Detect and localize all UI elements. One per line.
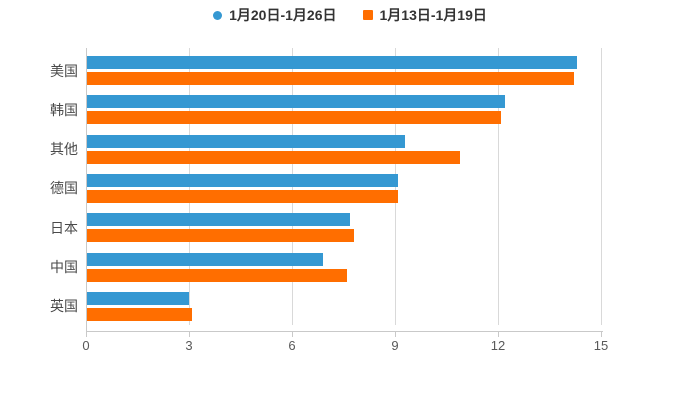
x-tick-mark (86, 331, 87, 337)
y-category-label-3: 其他 (50, 141, 78, 158)
y-category-label-5: 日本 (50, 219, 78, 236)
bar-series2-德国[interactable] (87, 189, 399, 203)
bar-series2-其他[interactable] (87, 150, 461, 164)
bar-series2-日本[interactable] (87, 229, 354, 243)
legend-item-2[interactable]: 1月13日-1月19日 (362, 7, 487, 23)
bar-series2-中国[interactable] (87, 268, 347, 282)
bar-series2-英国[interactable] (87, 307, 193, 321)
bar-series2-韩国[interactable] (87, 111, 502, 125)
y-axis-line (86, 48, 87, 331)
bar-series1-韩国[interactable] (87, 95, 505, 109)
legend-marker-square-icon (362, 10, 373, 20)
y-category-label-4: 德国 (50, 180, 78, 197)
legend-marker-circle-icon (213, 10, 223, 20)
legend-label: 1月13日-1月19日 (379, 7, 487, 23)
x-tick-label: 0 (82, 338, 90, 353)
x-tick-mark (498, 331, 499, 337)
x-tick-mark (189, 331, 190, 337)
y-category-label-1: 美国 (50, 62, 78, 79)
gridline-x-15 (601, 48, 602, 325)
bar-series1-中国[interactable] (87, 252, 323, 266)
chart-legend: 1月20日-1月26日 1月13日-1月19日 (0, 5, 700, 25)
y-category-label-7: 英国 (50, 298, 78, 315)
bar-series1-美国[interactable] (87, 56, 577, 69)
x-tick-label: 9 (391, 338, 399, 353)
x-tick-mark (601, 331, 602, 337)
x-tick-label: 15 (593, 338, 609, 353)
bar-series1-其他[interactable] (87, 134, 406, 148)
bar-series1-日本[interactable] (87, 213, 351, 227)
x-tick-mark (292, 331, 293, 337)
bar-series1-英国[interactable] (87, 291, 189, 305)
x-tick-label: 3 (185, 338, 193, 353)
bar-series1-德国[interactable] (87, 173, 399, 187)
bar-series2-美国[interactable] (87, 72, 574, 85)
x-tick-label: 12 (490, 338, 506, 353)
gridline-x-12 (498, 48, 499, 325)
x-axis-line (86, 331, 603, 332)
legend-item-1[interactable]: 1月20日-1月26日 (213, 7, 337, 23)
legend-label: 1月20日-1月26日 (229, 7, 337, 23)
y-category-label-6: 中国 (50, 259, 78, 276)
y-category-label-2: 韩国 (50, 101, 78, 118)
x-tick-label: 6 (288, 338, 296, 353)
x-tick-mark (395, 331, 396, 337)
